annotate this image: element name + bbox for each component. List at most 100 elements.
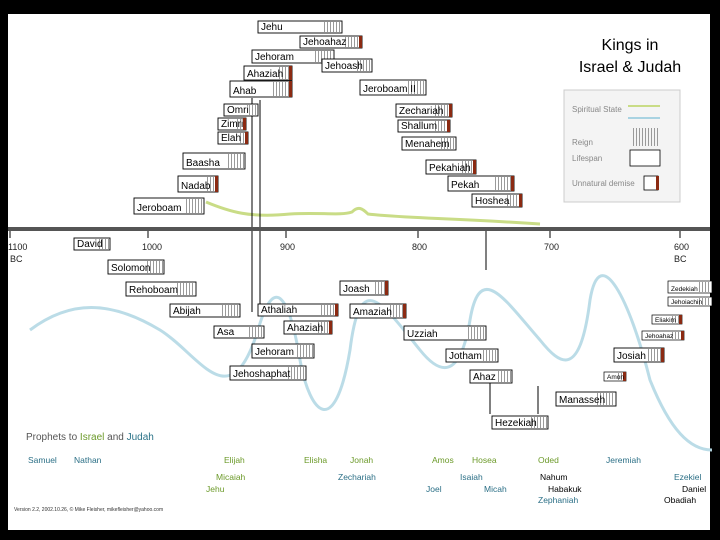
reign-bar <box>434 105 451 116</box>
title-line-1: Kings in <box>602 37 659 54</box>
demise-mark <box>473 160 476 174</box>
legend-reign: Reign <box>572 138 593 147</box>
demise-mark <box>385 281 388 295</box>
king-name: Jehu <box>261 22 283 33</box>
legend-unnatural-demise: Unnatural demise <box>572 179 635 188</box>
reign-bar <box>481 350 497 361</box>
king-box: Ahaziah <box>243 65 293 81</box>
king-name: David <box>77 239 103 250</box>
king-name: Jehoiachin <box>671 299 702 306</box>
demise-mark <box>661 348 664 362</box>
reign-bar <box>439 138 455 149</box>
king-box: Asa <box>213 325 265 339</box>
reign-bar <box>315 51 333 62</box>
king-name: Athaliah <box>261 305 297 316</box>
king-name: Menahem <box>405 139 449 150</box>
reign-bar <box>295 345 313 357</box>
king-name: Pekah <box>451 180 479 191</box>
king-box: Uzziah <box>403 325 487 341</box>
tick-900: 900 <box>280 242 295 252</box>
reign-bar <box>226 154 244 168</box>
prophet-name: Zephaniah <box>538 495 578 505</box>
king-name: Baasha <box>186 158 220 169</box>
king-name: Asa <box>217 327 235 338</box>
reign-bar <box>273 82 291 96</box>
king-name: Solomon <box>111 263 150 274</box>
reign-bar <box>388 305 405 317</box>
lifespan-box <box>667 296 713 307</box>
king-box: David <box>73 237 111 251</box>
king-name: Amon <box>607 374 624 381</box>
reign-bar <box>407 81 425 94</box>
king-box: Ahab <box>229 80 293 98</box>
reign-bar <box>317 322 331 333</box>
reign-bar <box>698 298 711 305</box>
reign-bar <box>248 327 263 337</box>
state-wave <box>29 274 713 452</box>
king-name: Josiah <box>617 351 646 362</box>
reign-bar <box>247 105 257 115</box>
king-box: Zimri <box>217 117 247 131</box>
prophet-name: Jeremiah <box>606 455 641 465</box>
king-name: Hoshea <box>475 196 510 207</box>
prophet-name: Isaiah <box>460 472 483 482</box>
title: Kings in Israel & Judah <box>579 37 681 76</box>
king-box: Solomon <box>107 259 165 275</box>
king-name: Jehoshaphat <box>233 369 290 380</box>
reign-bar <box>506 195 521 206</box>
king-box: Jehu <box>257 20 343 34</box>
prophet-name: Ezekiel <box>674 472 702 482</box>
prophets-section: Prophets to Israel and Judah Samuel Natha… <box>26 432 706 505</box>
king-name: Jeroboam <box>137 203 181 214</box>
king-box: Hezekiah <box>491 415 549 430</box>
demise-mark <box>519 194 522 207</box>
prophet-name: Micaiah <box>216 472 246 482</box>
tick-1100: 1100 <box>8 242 27 252</box>
king-box: Baasha <box>182 152 246 170</box>
king-box: Amaziah <box>349 303 407 319</box>
king-name: Elah <box>221 133 241 144</box>
king-box: Jeroboam <box>133 197 205 215</box>
reign-bar <box>467 327 485 339</box>
legend-spiritual-state: Spiritual State <box>572 105 622 114</box>
king-box: Manasseh <box>555 391 617 407</box>
reign-bar <box>648 349 663 361</box>
prophet-name: Daniel <box>682 484 706 494</box>
king-box: Jehoshaphat <box>229 365 307 381</box>
king-box: Amon <box>603 371 627 382</box>
prophet-name: Oded <box>538 455 559 465</box>
king-box: Jehoiachin <box>667 296 713 307</box>
king-name: Hezekiah <box>495 418 537 429</box>
demise-mark <box>243 118 246 130</box>
prophet-name: Joel <box>426 484 442 494</box>
demise-mark <box>359 36 362 48</box>
reign-bar <box>185 199 203 213</box>
king-name: Zimri <box>221 119 243 130</box>
king-box: Menahem <box>401 136 457 151</box>
prophet-name: Obadiah <box>664 495 696 505</box>
spiritual-state-line <box>205 200 541 226</box>
king-box: Ahaziah <box>283 320 333 335</box>
reign-bar <box>373 282 387 294</box>
prophets-heading: Prophets to Israel and Judah <box>26 432 154 443</box>
reign-bar <box>221 305 239 316</box>
king-name: Ahaziah <box>247 69 283 80</box>
prophet-name: Nathan <box>74 455 102 465</box>
reign-bar <box>460 161 475 173</box>
timeline-labels: 1100 BC 1000 900 800 700 600 BC <box>8 242 689 264</box>
reign-bar <box>319 305 337 315</box>
king-name: Nadab <box>181 181 211 192</box>
legend: Spiritual State Reign Lifespan Unnatural… <box>563 89 681 203</box>
king-box: Jehoram <box>251 343 315 359</box>
title-line-2: Israel & Judah <box>579 59 681 76</box>
king-box: Pekah <box>447 175 515 192</box>
king-name: Shallum <box>401 121 437 132</box>
prophet-name: Habakuk <box>548 484 582 494</box>
reign-bar <box>205 177 217 191</box>
king-box: Pekahiah <box>425 159 477 175</box>
prophet-name: Samuel <box>28 455 57 465</box>
lifespan-box <box>257 20 343 34</box>
king-name: Jeroboam II <box>363 84 416 95</box>
king-name: Uzziah <box>407 329 438 340</box>
